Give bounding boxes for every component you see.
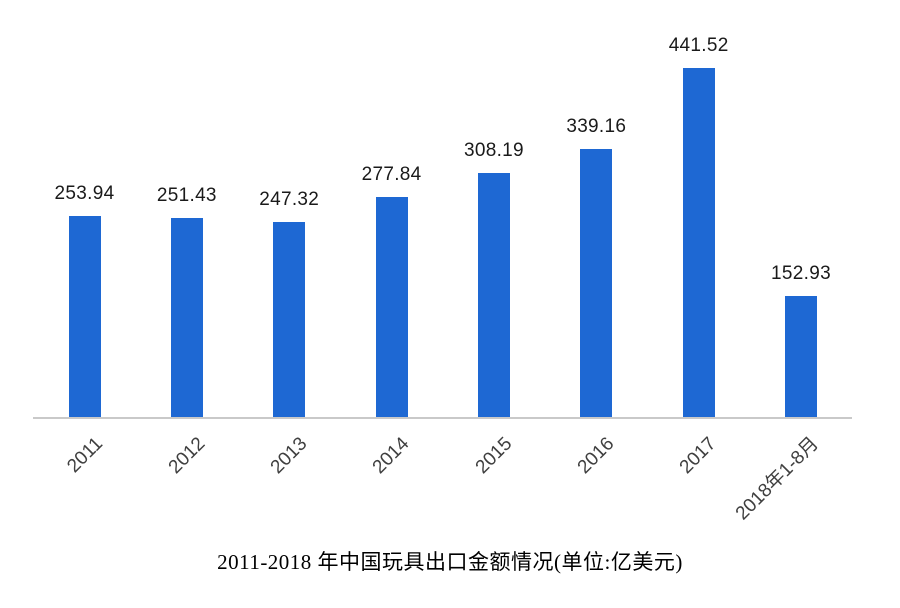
bar-value-label: 441.52 xyxy=(668,35,729,56)
x-tick-label: 2015 xyxy=(471,433,517,479)
bar xyxy=(170,218,203,417)
bar-value-label: 308.19 xyxy=(463,140,524,162)
x-axis-line xyxy=(33,417,852,419)
x-tick-label: 2011 xyxy=(62,433,107,478)
x-tick-label: 2016 xyxy=(573,433,619,479)
bar-value-label: 339.16 xyxy=(566,115,627,137)
bar xyxy=(682,68,715,417)
bar xyxy=(68,216,101,417)
x-tick-label: 2018年1-8月 xyxy=(732,433,824,525)
bar xyxy=(580,148,613,417)
bar-value-label: 251.43 xyxy=(156,185,217,207)
bar xyxy=(273,221,306,417)
bar xyxy=(375,197,408,417)
bar-value-label: 247.32 xyxy=(259,188,320,210)
chart-title: 2011-2018 年中国玩具出口金额情况(单位:亿美元) xyxy=(217,550,683,574)
x-tick-label: 2012 xyxy=(164,433,210,479)
x-tick-label: 2017 xyxy=(676,433,721,479)
bar-value-label: 152.93 xyxy=(771,263,831,285)
bar-value-label: 277.84 xyxy=(361,164,422,186)
bar xyxy=(785,296,818,417)
x-tick-label: 2013 xyxy=(266,433,312,479)
bar-value-label: 253.94 xyxy=(54,183,115,205)
x-tick-label: 2014 xyxy=(368,433,414,479)
bar xyxy=(477,173,510,417)
